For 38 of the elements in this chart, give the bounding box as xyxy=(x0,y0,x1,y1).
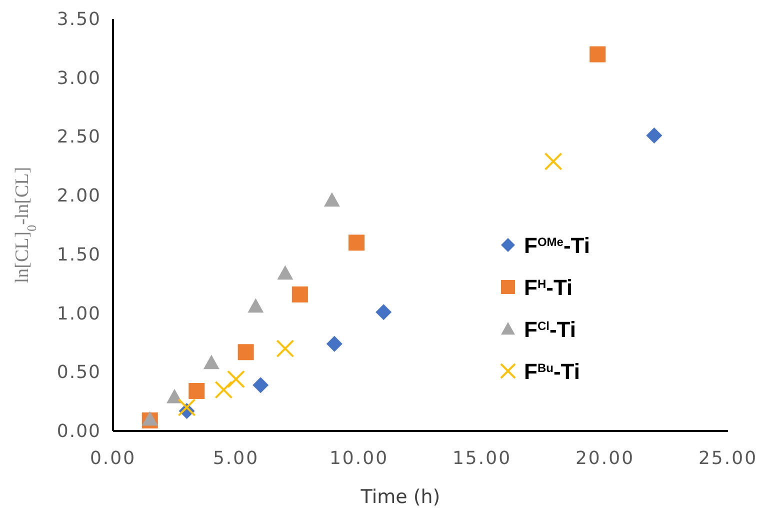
point xyxy=(326,336,342,352)
y-tick-label: 0.00 xyxy=(56,421,101,442)
x-tick-label: 0.00 xyxy=(90,448,136,469)
x-tick-label: 5.00 xyxy=(212,448,260,469)
point xyxy=(646,128,662,144)
y-tick-label: 1.00 xyxy=(56,303,101,324)
y-tick-label: 3.50 xyxy=(56,9,101,30)
point xyxy=(376,304,392,320)
point xyxy=(214,380,233,399)
x-tick-label: 25.00 xyxy=(698,448,758,469)
x-tick-label: 15.00 xyxy=(452,448,512,469)
point xyxy=(188,382,205,399)
legend-label: F$^{Cl}$-Ti xyxy=(524,317,576,342)
point xyxy=(292,286,308,302)
point xyxy=(590,46,606,62)
x-tick-label: 20.00 xyxy=(575,448,635,469)
point xyxy=(544,152,562,170)
point xyxy=(348,234,365,251)
x-tick-label: 10.00 xyxy=(329,448,389,469)
point xyxy=(166,388,182,404)
point xyxy=(203,354,220,370)
point xyxy=(277,265,294,280)
point xyxy=(238,344,254,360)
point xyxy=(276,340,294,358)
y-tick-label: 2.00 xyxy=(56,186,101,207)
x-axis-title: Time (h) xyxy=(360,486,440,508)
y-tick-label: 0.50 xyxy=(56,362,101,384)
point xyxy=(248,298,264,313)
point xyxy=(227,370,245,388)
point xyxy=(252,377,269,394)
legend-label: F$^{H}$-Ti xyxy=(524,275,573,300)
point xyxy=(324,192,340,207)
y-tick-label: 2.50 xyxy=(56,126,101,148)
point xyxy=(178,398,196,416)
y-tick-label: 1.50 xyxy=(56,244,101,266)
legend-label: F$^{Bu}$-Ti xyxy=(524,359,580,384)
legend-label: F$^{OMe}$-Ti xyxy=(524,233,590,258)
y-tick-label: 3.00 xyxy=(56,68,101,89)
